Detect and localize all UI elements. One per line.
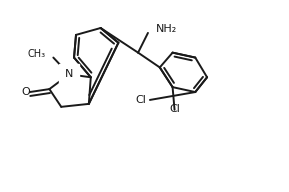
Text: N: N: [65, 69, 73, 79]
Text: CH₃: CH₃: [27, 49, 45, 59]
Text: Cl: Cl: [135, 95, 146, 105]
Text: O: O: [21, 87, 30, 97]
Text: Cl: Cl: [169, 104, 180, 114]
Text: NH₂: NH₂: [156, 24, 177, 34]
